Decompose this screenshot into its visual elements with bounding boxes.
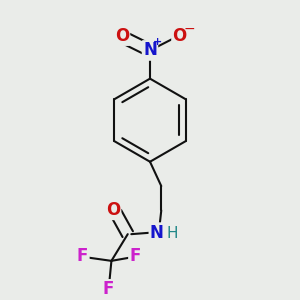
- Text: N: N: [150, 224, 164, 242]
- Text: O: O: [115, 27, 129, 45]
- Text: H: H: [167, 226, 178, 242]
- Text: N: N: [143, 41, 157, 59]
- Text: F: F: [130, 247, 141, 265]
- Text: +: +: [153, 37, 162, 46]
- Text: −: −: [183, 22, 195, 36]
- Text: F: F: [77, 247, 88, 265]
- Text: F: F: [103, 280, 114, 298]
- Text: O: O: [172, 27, 187, 45]
- Text: O: O: [106, 201, 120, 219]
